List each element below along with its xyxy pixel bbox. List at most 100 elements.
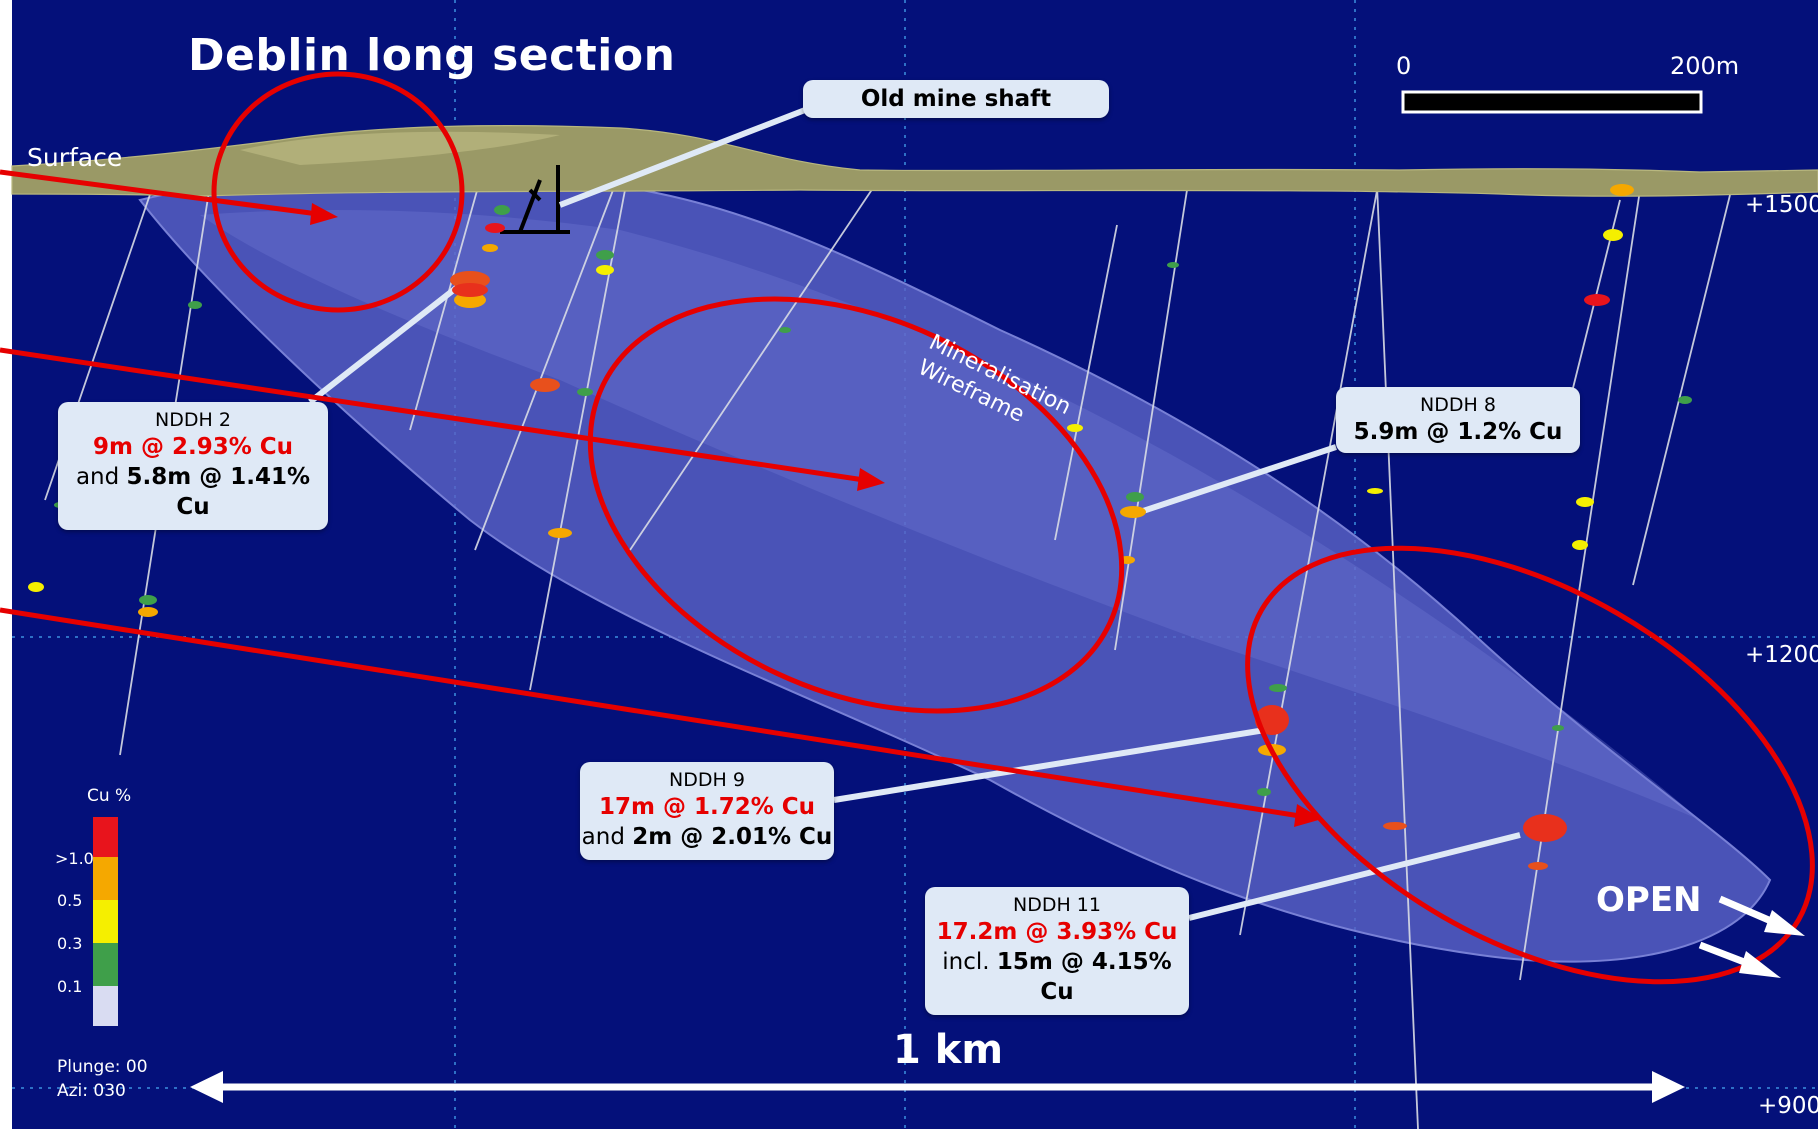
intercept-disc (1528, 862, 1548, 870)
nddh11-secondary-prefix: incl. (942, 949, 997, 975)
intercept-disc (1383, 822, 1407, 830)
red-arrow-head (857, 468, 885, 491)
intercept-disc (1126, 492, 1144, 502)
distance-arrow (190, 1071, 1685, 1103)
surface-label: Surface (27, 143, 123, 172)
cu-legend-bar (93, 817, 118, 1026)
open-label: OPEN (1596, 880, 1702, 920)
highlight-ellipse (1245, 545, 1815, 985)
legend-swatch-orange (93, 857, 118, 900)
legend-label-3: 0.3 (57, 934, 83, 953)
surface-highlight (240, 131, 560, 165)
intercept-disc (1167, 262, 1179, 268)
intercept-disc (1269, 684, 1287, 692)
legend-swatch-yellow (93, 900, 118, 943)
intercept-disc (577, 388, 593, 396)
assay-intercepts (28, 184, 1692, 870)
intercept-disc (1257, 788, 1271, 796)
legend-swatch-green (93, 943, 118, 986)
distance-label: 1 km (893, 1027, 1004, 1073)
old-mine-shaft-label: Old mine shaft (860, 86, 1052, 112)
nddh2-primary-intercept: 9m @ 2.93% Cu (92, 434, 294, 460)
plunge-label: Plunge: 00 (57, 1057, 148, 1077)
nddh2-hole-id: NDDH 2 (155, 409, 231, 431)
nddh9-secondary-value: 2m @ 2.01% Cu (632, 824, 833, 850)
drill-trace (1519, 189, 1641, 981)
nddh9-primary-intercept: 17m @ 1.72% Cu (598, 794, 816, 820)
legend-label-1: >1.0 (55, 849, 94, 868)
intercept-disc (485, 223, 505, 233)
intercept-disc (548, 528, 572, 538)
intercept-disc (452, 283, 488, 297)
legend-swatch-lavender (93, 986, 118, 1026)
elevation-label-1200: +1200 (1745, 642, 1818, 668)
scale-end-label: 200m (1670, 52, 1740, 80)
legend-label-4: 0.1 (57, 977, 83, 996)
open-arrow-line (1718, 895, 1780, 928)
intercept-disc (596, 250, 614, 260)
drill-traces (44, 179, 1731, 1129)
intercept-disc (188, 301, 202, 309)
nddh8-primary-intercept: 5.9m @ 1.2% Cu (1336, 417, 1580, 447)
legend-swatch-red (93, 817, 118, 857)
nddh2-leader (308, 282, 462, 405)
elevation-label-1500: +1500 (1745, 192, 1818, 218)
nddh2-secondary-value: 5.8m @ 1.41% Cu (126, 464, 311, 520)
nddh9-secondary-prefix: and (581, 824, 633, 850)
scale-start-label: 0 (1396, 52, 1412, 80)
left-margin (0, 0, 12, 1129)
intercept-disc (1367, 488, 1383, 494)
nddh8-callout: NDDH 8 5.9m @ 1.2% Cu (1336, 387, 1580, 453)
intercept-disc (1603, 229, 1623, 241)
mine-shaft-structure (500, 165, 570, 234)
drill-trace (1376, 184, 1419, 1129)
nddh8-primary-value: 5.9m @ 1.2% Cu (1353, 419, 1563, 445)
page-title: Deblin long section (188, 30, 676, 81)
intercept-disc (530, 378, 560, 392)
nddh11-hole-id: NDDH 11 (1013, 894, 1101, 916)
nddh9-secondary-intercept: and 2m @ 2.01% Cu (580, 822, 834, 852)
red-arrow-line (0, 347, 865, 483)
wireframe-highlight (200, 210, 1700, 820)
drill-trace (474, 184, 616, 551)
nddh2-callout: NDDH 2 9m @ 2.93% Cu and 5.8m @ 1.41% Cu (58, 402, 328, 530)
red-arrow-head (310, 203, 338, 225)
nddh11-secondary-value: 15m @ 4.15% Cu (996, 949, 1172, 1005)
scale-bar (1401, 90, 1703, 114)
red-arrow-head (1294, 804, 1322, 827)
old-mine-shaft-callout: Old mine shaft (803, 80, 1109, 118)
mineralisation-wireframe (138, 175, 1772, 963)
nddh9-leader (833, 727, 1266, 803)
drill-trace (629, 184, 876, 551)
intercept-disc (28, 582, 44, 592)
azimuth-label: Azi: 030 (57, 1081, 126, 1101)
intercept-disc (1610, 184, 1634, 196)
drill-trace (409, 179, 481, 431)
nddh9-callout: NDDH 9 17m @ 1.72% Cu and 2m @ 2.01% Cu (580, 762, 834, 860)
intercept-disc (1120, 506, 1146, 518)
nddh9-hole-id: NDDH 9 (669, 769, 745, 791)
highlight-ellipse (587, 296, 1125, 714)
red-arrows (0, 169, 1322, 827)
legend-title: Cu % (87, 786, 132, 806)
open-arrow-head (1764, 910, 1805, 936)
nddh2-secondary-intercept: and 5.8m @ 1.41% Cu (58, 462, 328, 522)
intercept-disc (779, 327, 791, 333)
open-arrow-head (1739, 951, 1781, 978)
red-arrow-line (0, 169, 319, 217)
highlight-ellipses (211, 71, 1815, 985)
open-arrows (1698, 895, 1805, 978)
intercept-disc (1067, 424, 1083, 432)
legend-label-2: 0.5 (57, 891, 83, 910)
intercept-disc (596, 265, 614, 275)
shaft-leader-line (558, 107, 807, 208)
intercept-disc (139, 595, 157, 605)
intercept-disc (1576, 497, 1594, 507)
intercept-disc (1552, 725, 1564, 731)
nddh2-secondary-prefix: and (75, 464, 127, 490)
nddh11-secondary-intercept: incl. 15m @ 4.15% Cu (925, 947, 1189, 1007)
intercept-disc (1584, 294, 1610, 306)
red-arrow-line (0, 607, 1301, 819)
